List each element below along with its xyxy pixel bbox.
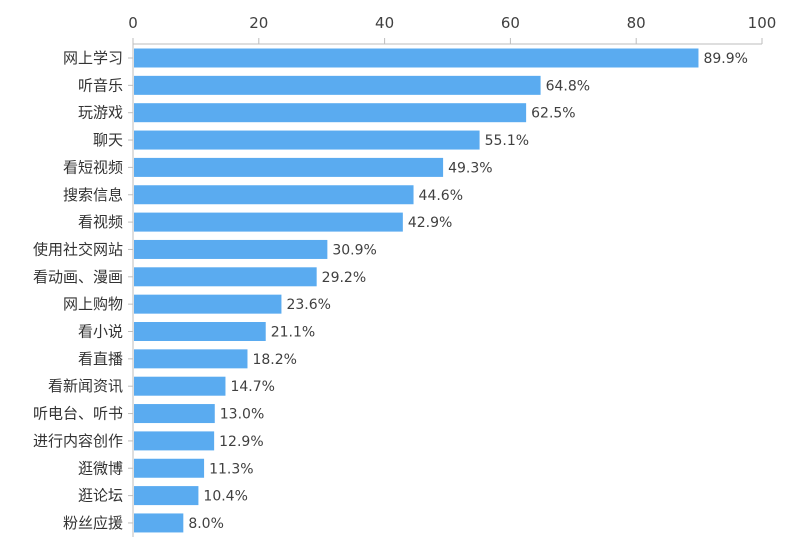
category-label: 看小说 xyxy=(78,323,123,341)
bar xyxy=(134,212,403,232)
category-label: 看直播 xyxy=(78,350,123,368)
data-label: 21.1% xyxy=(271,325,315,341)
axes: 0 20 40 60 80 100 xyxy=(128,14,776,537)
x-tick-label: 20 xyxy=(249,14,268,32)
data-label: 12.9% xyxy=(219,434,263,450)
bar xyxy=(134,130,480,150)
bar xyxy=(134,458,205,478)
data-label: 62.5% xyxy=(531,106,575,122)
bar xyxy=(134,267,317,287)
bar xyxy=(134,103,527,123)
bar xyxy=(134,75,541,95)
category-label: 看视频 xyxy=(78,213,123,231)
data-label: 55.1% xyxy=(485,133,529,149)
data-label: 30.9% xyxy=(332,242,376,258)
bar xyxy=(134,349,248,369)
bar xyxy=(134,404,215,424)
x-tick-label: 40 xyxy=(375,14,394,32)
data-label: 29.2% xyxy=(322,270,366,286)
bar xyxy=(134,239,328,259)
x-tick-label: 100 xyxy=(748,14,777,32)
category-label: 看短视频 xyxy=(63,158,123,176)
data-label: 14.7% xyxy=(230,379,274,395)
category-label: 玩游戏 xyxy=(78,104,123,122)
data-label: 49.3% xyxy=(448,160,492,176)
category-label: 看新闻资讯 xyxy=(48,377,123,395)
data-label: 18.2% xyxy=(252,352,296,368)
category-label: 粉丝应援 xyxy=(63,514,123,532)
x-tick-label: 80 xyxy=(627,14,646,32)
category-label: 进行内容创作 xyxy=(33,432,123,450)
bar xyxy=(134,294,282,314)
bars xyxy=(134,48,699,533)
data-label: 64.8% xyxy=(546,78,590,94)
category-label: 听音乐 xyxy=(78,76,123,94)
bar xyxy=(134,157,444,177)
bar xyxy=(134,48,699,68)
bar xyxy=(134,376,226,396)
category-label: 搜索信息 xyxy=(63,186,123,204)
data-label: 44.6% xyxy=(419,188,463,204)
bar xyxy=(134,322,266,341)
data-label: 11.3% xyxy=(209,461,253,477)
bar xyxy=(134,185,414,205)
value-labels: 89.9% 64.8% 62.5%55.1% 49.3% 44.6% 42.9% 30.9%… xyxy=(188,51,748,532)
x-tick-label: 0 xyxy=(128,14,138,32)
category-label: 逛论坛 xyxy=(78,487,123,505)
category-label: 使用社交网站 xyxy=(33,240,123,258)
category-label: 逛微博 xyxy=(78,459,123,477)
category-label: 网上购物 xyxy=(63,295,123,313)
bar xyxy=(134,486,199,506)
data-label: 13.0% xyxy=(220,407,264,423)
bar xyxy=(134,431,215,451)
data-label: 89.9% xyxy=(703,51,747,67)
data-label: 23.6% xyxy=(286,297,330,313)
category-label: 聊天 xyxy=(93,131,123,149)
data-label: 42.9% xyxy=(408,215,452,231)
data-label: 10.4% xyxy=(203,489,247,505)
category-labels: 网上学习听音乐玩游戏聊天看短视频搜索信息看视频使用社交网站看动画、漫画网上购物看… xyxy=(33,49,123,532)
category-label: 看动画、漫画 xyxy=(33,268,123,286)
x-tick-label: 60 xyxy=(501,14,520,32)
data-label: 8.0% xyxy=(188,516,224,532)
bar xyxy=(134,513,184,533)
category-label: 听电台、听书 xyxy=(33,405,123,423)
category-label: 网上学习 xyxy=(63,49,123,67)
